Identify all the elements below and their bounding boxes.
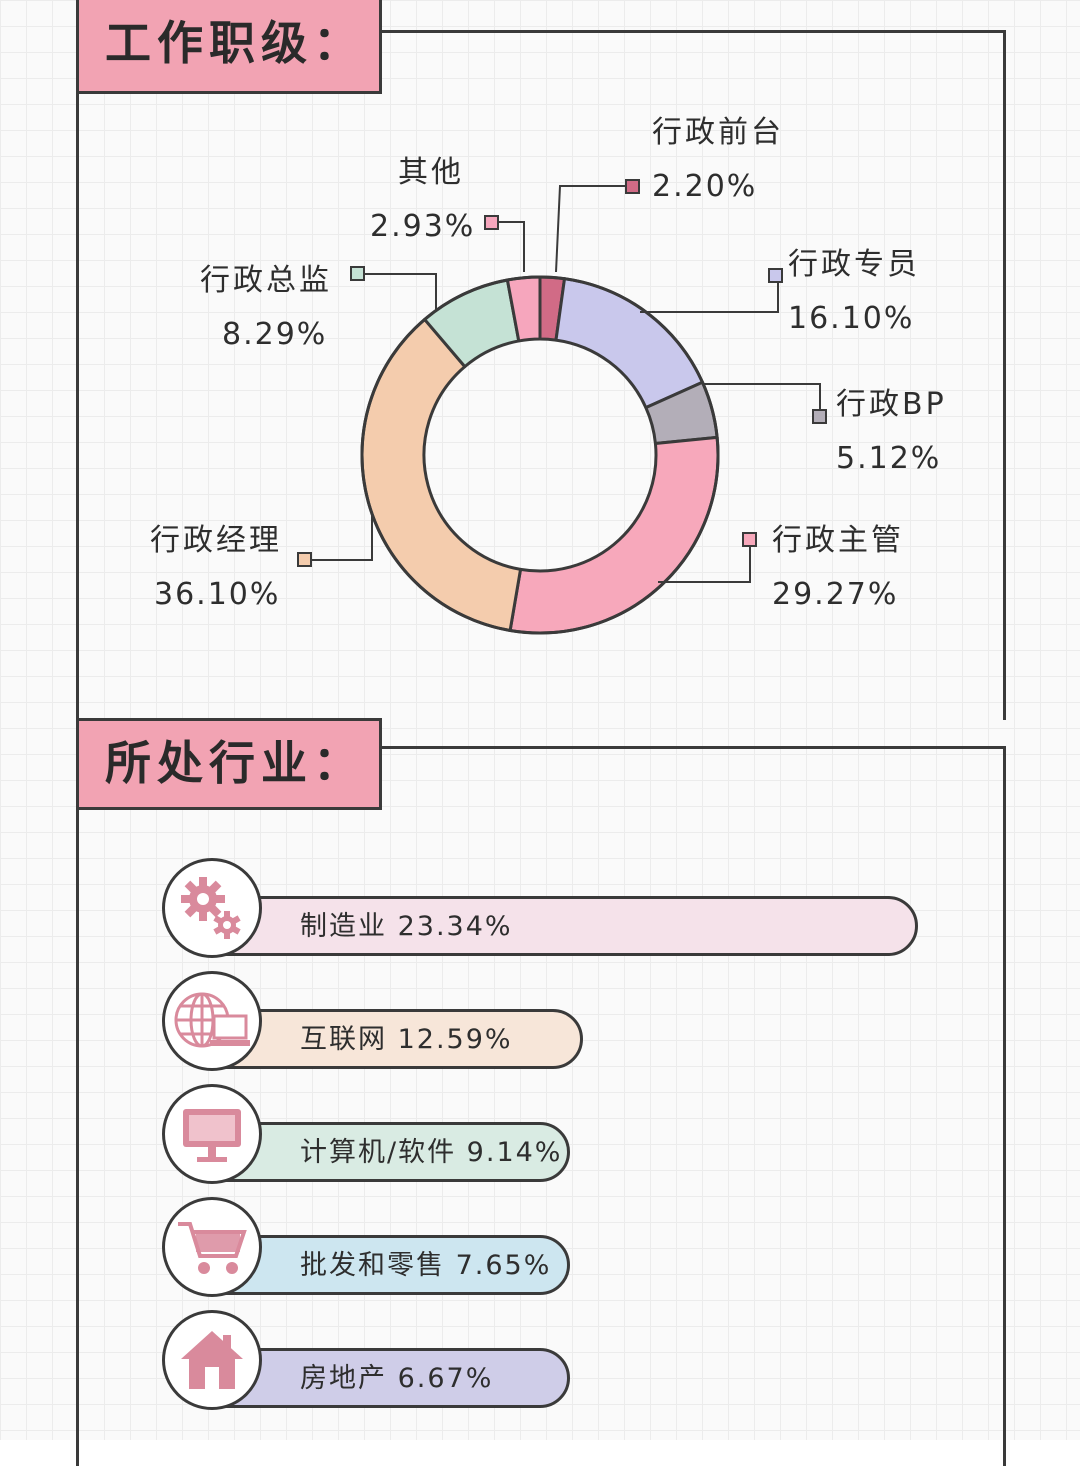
legend-marker-4: [297, 552, 312, 567]
slice-label-3: 行政主管: [772, 523, 904, 558]
leader-line-4: [312, 512, 373, 561]
slice-value-2: 5.12%: [836, 441, 941, 476]
legend-marker-0: [625, 179, 640, 194]
leader-line-6: [496, 221, 525, 272]
slice-value-4: 36.10%: [154, 577, 280, 612]
slice-value-0: 2.20%: [652, 169, 757, 204]
industry-bar-label-1: 互联网 12.59%: [300, 1024, 513, 1055]
donut-slice-3: [508, 435, 720, 635]
industry-panel: [76, 746, 1006, 1466]
industry-bar-label-2: 计算机/软件 9.14%: [300, 1137, 563, 1168]
legend-marker-3: [742, 532, 757, 547]
leader-line-3: [658, 542, 751, 583]
slice-label-2: 行政BP: [836, 387, 947, 422]
job-level-panel: [76, 30, 1006, 720]
gears-icon: [162, 858, 262, 958]
industry-bar-label-3: 批发和零售 7.65%: [300, 1250, 552, 1281]
slice-label-1: 行政专员: [788, 247, 920, 282]
section-title-job-level: 工作职级：: [76, 0, 382, 94]
legend-marker-2: [812, 409, 827, 424]
slice-value-3: 29.27%: [772, 577, 898, 612]
monitor-icon: [162, 1084, 262, 1184]
industry-bar-0: [190, 896, 918, 956]
legend-marker-6: [484, 215, 499, 230]
industry-bar-label-0: 制造业 23.34%: [300, 911, 513, 942]
leader-line-5: [358, 273, 437, 310]
industry-bar-label-4: 房地产 6.67%: [300, 1363, 494, 1394]
slice-value-5: 8.29%: [222, 317, 327, 352]
legend-marker-1: [768, 268, 783, 283]
donut-slice-1: [554, 277, 704, 410]
slice-value-1: 16.10%: [788, 301, 914, 336]
slice-label-5: 行政总监: [200, 263, 332, 298]
leader-line-2: [704, 383, 821, 412]
cart-icon: [162, 1197, 262, 1297]
slice-label-4: 行政经理: [150, 523, 282, 558]
house-icon: [162, 1310, 262, 1410]
leader-line-1: [640, 278, 779, 313]
leader-line-0: [555, 185, 628, 273]
section-title-industry: 所处行业：: [76, 718, 382, 810]
job-level-donut-chart: 行政前台 2.20% 行政专员 16.10% 行政BP 5.12% 行政主管 29.27% 行政…: [150, 115, 947, 635]
legend-marker-5: [350, 266, 365, 281]
slice-label-0: 行政前台: [652, 115, 784, 150]
slice-label-6: 其他: [398, 155, 464, 190]
globe-laptop-icon: [162, 971, 262, 1071]
slice-value-6: 2.93%: [370, 209, 475, 244]
